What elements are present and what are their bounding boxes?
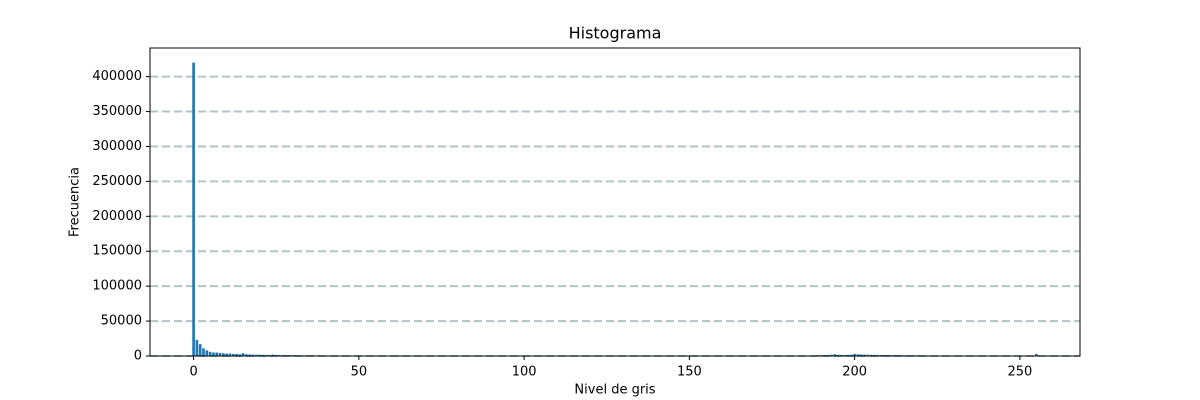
bar <box>248 354 252 356</box>
bar <box>228 353 232 356</box>
bar <box>235 353 238 356</box>
y-tick-label: 250000 <box>92 174 142 189</box>
bar <box>846 354 850 356</box>
bar <box>869 354 873 356</box>
y-tick-label: 350000 <box>92 104 142 119</box>
y-tick-label: 50000 <box>101 314 142 329</box>
bar <box>231 353 235 356</box>
chart-title: Histograma <box>569 24 662 43</box>
x-axis-label: Nivel de gris <box>574 383 655 398</box>
bar <box>271 354 275 356</box>
bar <box>255 354 258 356</box>
x-tick-label: 250 <box>1007 365 1032 380</box>
y-tick-label: 0 <box>134 349 142 364</box>
bar <box>826 354 830 356</box>
bar <box>833 354 837 356</box>
bar <box>258 354 262 356</box>
bar <box>836 354 840 356</box>
bar <box>205 350 209 356</box>
bar <box>202 348 205 356</box>
bar <box>830 354 833 356</box>
bar <box>873 354 876 356</box>
x-tick-label: 100 <box>512 365 537 380</box>
y-tick-label: 400000 <box>92 69 142 84</box>
y-tick-label: 200000 <box>92 209 142 224</box>
y-tick-label: 300000 <box>92 139 142 154</box>
bar <box>218 352 222 356</box>
bar <box>879 354 883 356</box>
bar <box>251 354 255 356</box>
bar <box>238 354 242 356</box>
bar <box>863 354 866 356</box>
bar <box>192 62 195 357</box>
bar <box>876 354 880 356</box>
bar <box>274 354 278 356</box>
bar <box>225 353 228 356</box>
x-tick-label: 50 <box>351 365 368 380</box>
bar <box>866 354 870 356</box>
bar <box>859 354 863 356</box>
y-tick-label: 150000 <box>92 244 142 259</box>
x-tick-label: 200 <box>842 365 867 380</box>
x-tick-label: 150 <box>677 365 702 380</box>
bar <box>853 353 856 356</box>
bar <box>245 354 248 356</box>
bar <box>1035 353 1038 356</box>
bar <box>849 354 853 356</box>
bar <box>241 353 245 356</box>
bar <box>208 351 212 356</box>
bar <box>856 354 860 356</box>
bar <box>264 354 268 356</box>
bar <box>268 354 271 356</box>
y-tick-label: 100000 <box>92 279 142 294</box>
bar <box>212 352 215 356</box>
x-tick-label: 0 <box>189 365 197 380</box>
plot-frame <box>149 47 1081 357</box>
bar <box>215 352 219 356</box>
bar <box>198 344 202 356</box>
bar <box>195 339 199 356</box>
bar <box>222 353 225 356</box>
y-axis-label: Frecuencia <box>68 167 83 237</box>
bar <box>840 354 843 356</box>
bar <box>261 354 265 356</box>
